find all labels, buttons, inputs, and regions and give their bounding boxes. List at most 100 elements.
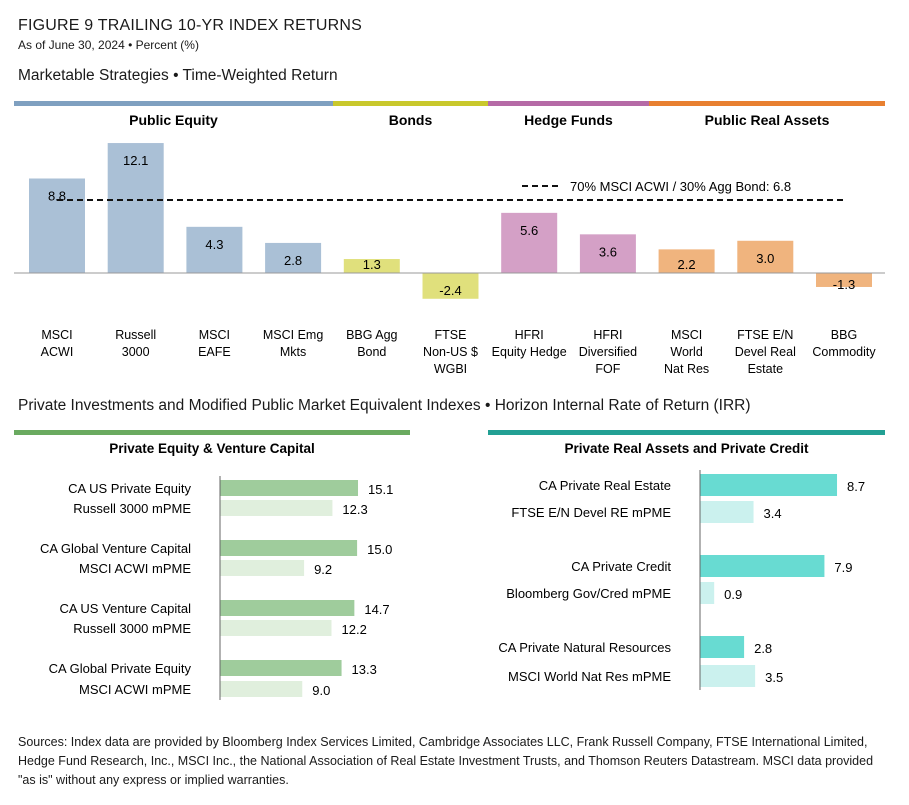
bar-benchmark xyxy=(700,501,754,523)
category-label: FOF xyxy=(595,362,620,376)
bar-primary xyxy=(220,660,342,676)
data-label: 9.2 xyxy=(314,562,332,577)
data-label: 8.8 xyxy=(48,188,66,203)
data-label: -2.4 xyxy=(439,283,461,298)
category-label: Commodity xyxy=(812,345,876,359)
bar-label: MSCI ACWI mPME xyxy=(79,682,191,697)
bar-label: CA Private Real Estate xyxy=(539,478,671,493)
data-label: 7.9 xyxy=(834,560,852,575)
panel-header-bar xyxy=(488,430,885,435)
group-header-bar xyxy=(333,101,488,106)
bar-label: Bloomberg Gov/Cred mPME xyxy=(506,586,671,601)
data-label: 12.2 xyxy=(342,622,367,637)
reference-line-label: 70% MSCI ACWI / 30% Agg Bond: 6.8 xyxy=(570,179,791,194)
data-label: 8.7 xyxy=(847,479,865,494)
data-label: 13.3 xyxy=(352,662,377,677)
data-label: 12.3 xyxy=(342,502,367,517)
bar-primary xyxy=(220,480,359,496)
bar xyxy=(265,242,322,273)
category-label: FTSE xyxy=(435,328,467,342)
bar xyxy=(501,212,558,273)
data-label: 2.8 xyxy=(284,253,302,268)
data-label: -1.3 xyxy=(833,277,855,292)
data-label: 3.0 xyxy=(756,251,774,266)
data-label: 3.4 xyxy=(764,506,782,521)
category-label: Mkts xyxy=(280,345,306,359)
bar-label: Russell 3000 mPME xyxy=(73,621,191,636)
data-label: 0.9 xyxy=(724,587,742,602)
bar-label: FTSE E/N Devel RE mPME xyxy=(511,505,671,520)
figure-subtitle: As of June 30, 2024 • Percent (%) xyxy=(18,38,199,52)
panel-header-bar xyxy=(14,430,410,435)
category-label: FTSE E/N xyxy=(737,328,793,342)
category-label: Estate xyxy=(748,362,783,376)
category-label: Equity Hedge xyxy=(492,345,567,359)
bar-benchmark xyxy=(700,665,756,687)
bar-label: CA Private Credit xyxy=(571,559,671,574)
bar-label: CA US Venture Capital xyxy=(59,601,191,616)
group-header-bar xyxy=(488,101,649,106)
category-label: Nat Res xyxy=(664,362,709,376)
group-header-label: Public Real Assets xyxy=(705,112,830,128)
bar xyxy=(579,234,636,273)
bar-benchmark xyxy=(220,681,303,697)
bar-benchmark xyxy=(700,582,715,604)
group-header-label: Public Equity xyxy=(129,112,218,128)
category-label: Non-US $ xyxy=(423,345,478,359)
group-header-label: Bonds xyxy=(389,112,433,128)
bar xyxy=(29,178,85,273)
data-label: 5.6 xyxy=(520,223,538,238)
bar xyxy=(816,273,872,287)
bar-benchmark xyxy=(220,560,305,576)
data-label: 9.0 xyxy=(312,683,330,698)
bar xyxy=(343,259,400,273)
bar xyxy=(186,226,243,273)
section-title-marketable: Marketable Strategies • Time-Weighted Re… xyxy=(18,67,338,84)
bar-primary xyxy=(220,540,358,556)
category-label: Bond xyxy=(357,345,386,359)
bar xyxy=(107,143,164,273)
data-label: 15.0 xyxy=(367,542,392,557)
bar-primary xyxy=(700,636,745,658)
data-label: 1.3 xyxy=(363,257,381,272)
category-label: MSCI xyxy=(41,328,72,342)
bar-label: Russell 3000 mPME xyxy=(73,501,191,516)
data-label: 3.5 xyxy=(765,670,783,685)
group-header-bar xyxy=(649,101,885,106)
category-label: ACWI xyxy=(41,345,74,359)
data-label: 2.2 xyxy=(678,257,696,272)
bar-label: CA Global Private Equity xyxy=(49,661,192,676)
bar-benchmark xyxy=(220,620,332,636)
category-label: Russell xyxy=(115,328,156,342)
category-label: EAFE xyxy=(198,345,231,359)
bar xyxy=(422,273,479,299)
data-label: 15.1 xyxy=(368,482,393,497)
bar-primary xyxy=(220,600,355,616)
bar-label: MSCI World Nat Res mPME xyxy=(508,669,671,684)
category-label: World xyxy=(670,345,702,359)
data-label: 4.3 xyxy=(205,237,223,252)
bar-label: CA Global Venture Capital xyxy=(40,541,191,556)
category-label: MSCI xyxy=(671,328,702,342)
bar-label: CA US Private Equity xyxy=(68,481,191,496)
sources-note: Sources: Index data are provided by Bloo… xyxy=(18,735,874,787)
bar-benchmark xyxy=(220,500,333,516)
category-label: WGBI xyxy=(434,362,467,376)
group-header-label: Hedge Funds xyxy=(524,112,613,128)
bar xyxy=(737,240,794,273)
category-label: BBG xyxy=(831,328,857,342)
section-title-private: Private Investments and Modified Public … xyxy=(18,397,751,414)
figure-title: FIGURE 9 TRAILING 10-YR INDEX RETURNS xyxy=(18,17,363,34)
panel-title: Private Real Assets and Private Credit xyxy=(564,441,809,456)
bar-label: CA Private Natural Resources xyxy=(498,640,671,655)
data-label: 12.1 xyxy=(123,153,148,168)
panel-title: Private Equity & Venture Capital xyxy=(109,441,315,456)
bar-primary xyxy=(700,474,838,496)
group-header-bar xyxy=(14,101,333,106)
category-label: Diversified xyxy=(579,345,637,359)
category-label: BBG Agg xyxy=(346,328,397,342)
data-label: 2.8 xyxy=(754,641,772,656)
category-label: HFRI xyxy=(515,328,544,342)
